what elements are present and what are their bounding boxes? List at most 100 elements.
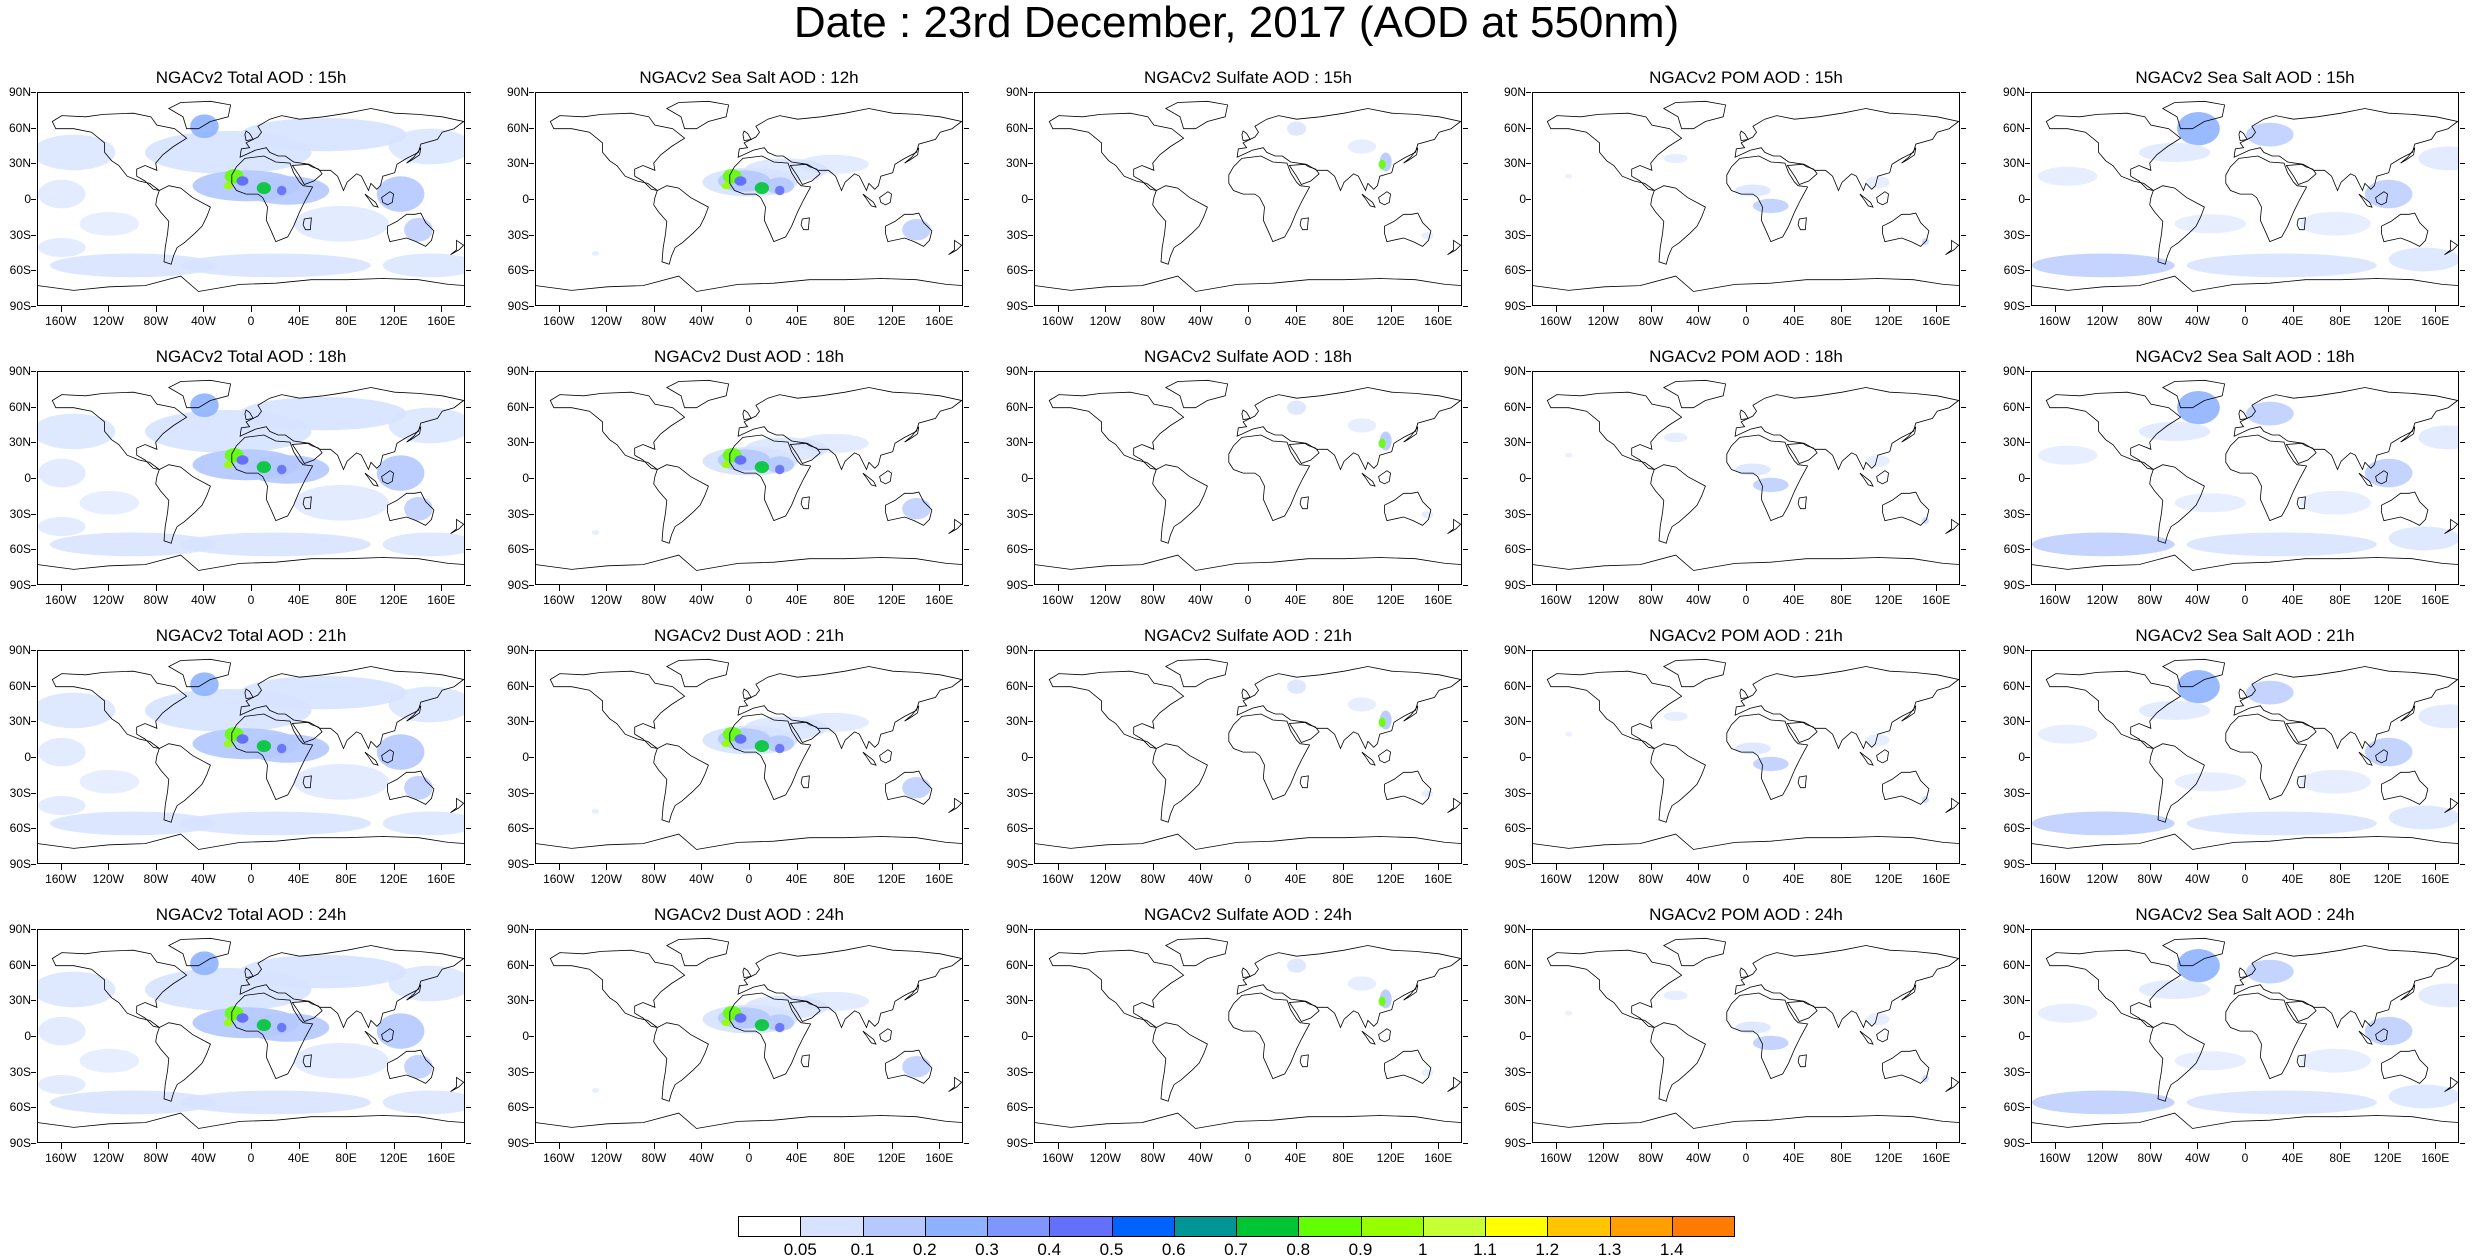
lat-label: 30S <box>507 506 529 521</box>
coastline <box>291 721 323 743</box>
coastline <box>1734 387 1959 471</box>
lat-tick-right <box>1463 650 1468 651</box>
lat-tick-right <box>1961 92 1966 93</box>
lat-label: 60S <box>2003 263 2025 278</box>
lat-tick <box>529 199 534 200</box>
coastline <box>1299 775 1309 789</box>
lon-label: 120W <box>1587 314 1619 328</box>
lat-tick <box>2025 1036 2030 1037</box>
aod-shading <box>1752 1035 1789 1051</box>
lat-tick <box>31 92 36 93</box>
lat-tick <box>2025 406 2030 408</box>
coastline <box>387 1049 435 1084</box>
lat-label: 30N <box>506 156 529 171</box>
lon-tick <box>155 1143 157 1149</box>
world-map <box>536 379 962 571</box>
coastline <box>155 1022 211 1102</box>
lon-label: 160W <box>1540 314 1572 328</box>
lat-tick-right <box>466 792 471 794</box>
colorbar-box <box>924 1216 988 1237</box>
lon-label: 120W <box>92 593 124 607</box>
world-map <box>2032 937 2458 1129</box>
lon-label: 160W <box>45 314 77 328</box>
lat-tick <box>1526 721 1531 723</box>
lat-tick-right <box>964 513 969 515</box>
lat-tick-right <box>1463 513 1468 515</box>
aod-shading <box>797 154 869 174</box>
lat-tick <box>1028 929 1033 930</box>
lat-tick-right <box>1961 306 1966 307</box>
world-map <box>1035 658 1461 850</box>
coastline <box>2375 191 2388 206</box>
map-panel: NGACv2 Sea Salt AOD : 18h 90N 60N 30N 0 30S 60… <box>2003 347 2465 607</box>
coastline <box>904 984 920 1001</box>
panel-title: NGACv2 Sea Salt AOD : 18h <box>2135 347 2355 366</box>
lat-tick <box>1526 1107 1531 1109</box>
colorbar-box <box>1298 1216 1362 1237</box>
lat-tick-right <box>466 1000 471 1002</box>
coastline <box>239 945 464 1029</box>
lon-label: 160W <box>1042 872 1074 886</box>
lon-tick <box>2054 306 2056 312</box>
lon-tick <box>2245 306 2246 312</box>
lon-tick <box>2387 306 2389 312</box>
lat-tick-right <box>466 929 471 930</box>
aod-shading <box>223 182 233 190</box>
aod-shading <box>79 490 140 515</box>
lat-tick <box>2025 1000 2030 1002</box>
lon-tick <box>60 585 62 591</box>
lon-tick <box>2292 306 2294 312</box>
lon-label: 40E <box>785 593 808 607</box>
lon-tick <box>2292 1143 2294 1149</box>
coastline <box>381 1028 394 1043</box>
lat-tick <box>1526 270 1531 272</box>
lon-label: 160E <box>925 314 954 328</box>
lon-tick <box>1841 1143 1843 1149</box>
lat-label: 30N <box>8 714 31 729</box>
lat-tick-right <box>2460 792 2465 794</box>
coastline <box>665 100 730 130</box>
world-map <box>536 658 962 850</box>
lat-tick <box>31 478 36 479</box>
lat-tick-right <box>2460 1071 2465 1073</box>
lat-label: 30N <box>2002 435 2025 450</box>
lat-label: 90N <box>1503 643 1526 657</box>
map-panel: NGACv2 POM AOD : 15h 90N 60N 30N 0 30S 60S 90S 1… <box>1504 68 1966 328</box>
lon-tick <box>558 1143 560 1149</box>
map-frame <box>2031 929 2459 1143</box>
coastline <box>1650 743 1706 823</box>
lon-label: 80W <box>2137 593 2163 607</box>
lat-tick <box>1526 929 1531 930</box>
lon-tick <box>298 306 300 312</box>
lat-tick <box>2025 270 2030 272</box>
coastline <box>1447 797 1461 814</box>
lon-label: 120W <box>92 314 124 328</box>
lat-label: 90S <box>507 578 529 592</box>
lon-tick <box>1248 864 1249 870</box>
coastline <box>885 1049 933 1084</box>
lat-tick-right <box>1463 306 1468 307</box>
lat-tick-right <box>466 685 471 687</box>
aod-shading <box>388 128 464 165</box>
lat-tick-right <box>964 406 969 408</box>
world-map <box>1035 100 1461 292</box>
lat-tick <box>1028 864 1033 865</box>
colorbar-label: 0.4 <box>1037 1240 1062 1259</box>
aod-shading <box>49 532 217 557</box>
aod-shading <box>38 737 86 767</box>
lon-label: 80W <box>143 872 169 886</box>
aod-shading <box>1378 996 1386 1007</box>
aod-shading <box>1421 790 1434 798</box>
coastline <box>2375 470 2388 485</box>
lon-label: 80E <box>1830 314 1852 328</box>
map-frame <box>535 929 963 1143</box>
aod-shading <box>276 464 287 475</box>
map-panel: NGACv2 POM AOD : 18h 90N 60N 30N 0 30S 60S 90S 1… <box>1504 347 1966 607</box>
lon-label: 120W <box>590 872 622 886</box>
lon-tick <box>1105 864 1107 870</box>
lat-tick <box>1526 442 1531 444</box>
aod-shading <box>2139 421 2211 441</box>
aod-shading <box>774 743 785 754</box>
lon-label: 40W <box>1686 593 1711 607</box>
coastline <box>2233 666 2458 750</box>
